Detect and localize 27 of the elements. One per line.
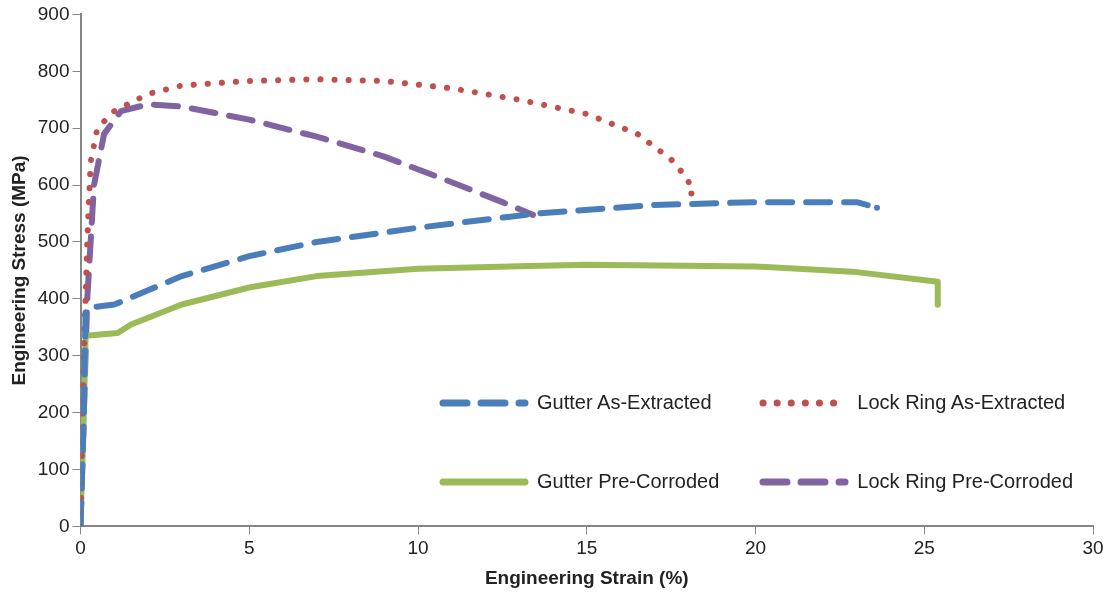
x-tick-label: 25 [913, 537, 935, 559]
x-tick-label: 20 [744, 537, 767, 559]
y-tick-label: 300 [37, 343, 70, 365]
x-axis-title: Engineering Strain (%) [484, 566, 689, 588]
x-tick-label: 15 [576, 537, 598, 559]
y-tick-label: 600 [37, 173, 70, 195]
x-tick-label: 30 [1082, 537, 1104, 559]
y-tick-label: 100 [37, 457, 70, 479]
x-tick-label: 0 [75, 537, 86, 559]
y-axis-title: Engineering Stress (MPa) [7, 155, 29, 386]
x-tick-label: 5 [243, 537, 255, 559]
legend-label: Gutter As-Extracted [537, 391, 712, 415]
y-tick-label: 200 [37, 400, 70, 422]
y-tick-label: 800 [37, 59, 70, 81]
legend-label: Lock Ring As-Extracted [857, 391, 1066, 415]
y-tick-label: 700 [37, 116, 70, 138]
x-tick-label: 10 [407, 537, 429, 559]
point [529, 211, 536, 218]
y-tick-label: 0 [58, 514, 70, 536]
point [688, 190, 695, 197]
point [934, 301, 941, 308]
y-tick-label: 900 [37, 2, 70, 24]
legend-label: Lock Ring Pre-Corroded [857, 470, 1073, 494]
point [874, 204, 880, 211]
legend-label: Gutter Pre-Corroded [537, 470, 720, 494]
y-tick-label: 400 [37, 287, 70, 309]
y-tick-label: 500 [37, 230, 70, 252]
